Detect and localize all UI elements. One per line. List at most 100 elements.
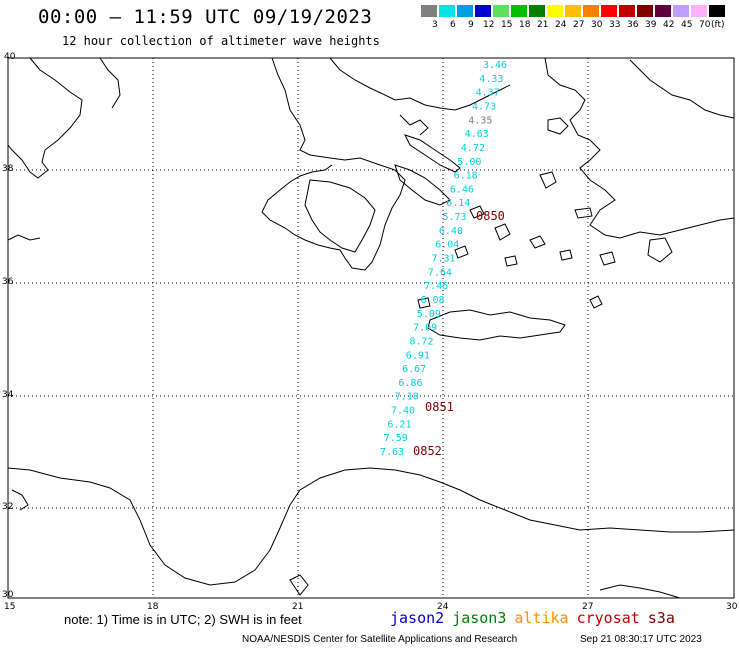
legend-swatch xyxy=(438,4,456,18)
legend-label: 3 xyxy=(432,20,438,30)
sat-altika: altika xyxy=(514,609,569,627)
coast-north-aegean xyxy=(329,57,511,111)
track-value: 6.04 xyxy=(435,240,459,251)
legend-swatch xyxy=(474,4,492,18)
sat-s3a: s3a xyxy=(647,609,675,627)
island-cyclades-6 xyxy=(559,249,573,261)
lat-label-40: 40 xyxy=(4,52,16,62)
legend-label: 39 xyxy=(645,20,657,30)
legend-labels: 3 6 9 12 15 18 21 24 27 30 33 36 39 42 45 70 (ft) xyxy=(420,18,726,32)
legend-swatches xyxy=(420,4,726,18)
legend-swatch xyxy=(618,4,636,18)
coast-north-africa xyxy=(7,467,735,586)
track-value: 4.37 xyxy=(476,88,500,99)
track-value: 7.63 xyxy=(380,447,404,458)
lon-label-30: 30 xyxy=(726,602,738,612)
track-value: 5.73 xyxy=(443,212,467,223)
coast-tunisia xyxy=(11,489,29,511)
sat-jason2: jason2 xyxy=(390,609,445,627)
legend-label: 30 xyxy=(591,20,603,30)
coast-attica xyxy=(394,164,451,206)
legend-swatch xyxy=(600,4,618,18)
track-value: 7.18 xyxy=(395,392,419,403)
legend-swatch xyxy=(672,4,690,18)
track-value: 6.14 xyxy=(446,198,470,209)
lon-label-21: 21 xyxy=(292,602,304,612)
track-value: 6.67 xyxy=(402,364,426,375)
lat-label-34: 34 xyxy=(2,390,14,400)
track-value: 4.72 xyxy=(461,143,485,154)
legend-label: (ft) xyxy=(711,20,725,30)
island-rhodes xyxy=(647,237,673,263)
track-value: 4.33 xyxy=(479,74,503,85)
legend-swatch xyxy=(420,4,438,18)
page-title: 00:00 – 11:59 UTC 09/19/2023 xyxy=(38,6,373,28)
island-dodecanese xyxy=(599,251,616,266)
lat-label-38: 38 xyxy=(2,164,14,174)
island-cyclades-3 xyxy=(454,245,469,259)
legend-swatch xyxy=(690,4,708,18)
track-value: 6.91 xyxy=(406,350,430,361)
island-samos xyxy=(574,207,593,219)
legend-label: 45 xyxy=(681,20,693,30)
legend-label: 70 xyxy=(699,20,711,30)
track-value: 5.00 xyxy=(457,157,481,168)
satellite-legend: jason2 jason3 altika cryosat s3a xyxy=(390,609,683,627)
legend-swatch xyxy=(564,4,582,18)
legend-swatch xyxy=(546,4,564,18)
lon-label-24: 24 xyxy=(437,602,449,612)
island-cyclades-2 xyxy=(494,223,511,241)
track-value: 8.72 xyxy=(409,336,433,347)
coast-turkey-north xyxy=(629,59,735,119)
legend-label: 27 xyxy=(573,20,585,30)
lon-label-27: 27 xyxy=(582,602,594,612)
coast-cyprus xyxy=(599,584,681,599)
track-value: 7.09 xyxy=(413,323,437,334)
track-value: 7.31 xyxy=(432,254,456,265)
color-legend: 3 6 9 12 15 18 21 24 27 30 33 36 39 42 45 70 (ft) xyxy=(420,4,726,32)
coastlines xyxy=(7,57,735,599)
lon-label-18: 18 xyxy=(147,602,159,612)
legend-label: 21 xyxy=(537,20,549,30)
track-value: 6.08 xyxy=(421,295,445,306)
track-value: 5.09 xyxy=(417,309,441,320)
legend-label: 6 xyxy=(450,20,456,30)
lon-label-15: 15 xyxy=(4,602,16,612)
sat-cryosat: cryosat xyxy=(576,609,640,627)
sat-jason3: jason3 xyxy=(452,609,507,627)
coast-euboea xyxy=(404,134,461,173)
island-gavdos xyxy=(289,574,309,596)
track-time: 0850 xyxy=(476,209,505,223)
track-value: 7.59 xyxy=(384,433,408,444)
legend-label: 24 xyxy=(555,20,567,30)
coast-chalkidiki xyxy=(399,114,429,136)
legend-swatch xyxy=(582,4,600,18)
track-value: 7.64 xyxy=(428,267,452,278)
legend-swatch xyxy=(528,4,546,18)
lat-label-36: 36 xyxy=(2,277,14,287)
track-time: 0851 xyxy=(425,400,454,414)
island-chios xyxy=(539,171,557,189)
coast-turkey xyxy=(544,57,735,239)
footer-credit: NOAA/NESDIS Center for Satellite Applica… xyxy=(242,634,518,645)
legend-swatch xyxy=(510,4,528,18)
track-value: 6.40 xyxy=(439,226,463,237)
coast-calabria xyxy=(7,57,83,179)
map-frame xyxy=(7,57,735,599)
island-cyclades-4 xyxy=(504,255,518,267)
footer-note: note: 1) Time is in UTC; 2) SWH is in fe… xyxy=(64,612,302,627)
track-value: 7.40 xyxy=(391,406,415,417)
legend-swatch xyxy=(636,4,654,18)
lat-label-32: 32 xyxy=(2,502,14,512)
island-cyclades-1 xyxy=(469,205,485,219)
legend-label: 12 xyxy=(483,20,495,30)
island-crete xyxy=(427,309,566,341)
track-value: 6.18 xyxy=(454,171,478,182)
track-value: 4.73 xyxy=(472,102,496,113)
island-kythira xyxy=(417,297,431,309)
legend-swatch xyxy=(708,4,726,18)
legend-label: 42 xyxy=(663,20,675,30)
track-value: 4.63 xyxy=(465,129,489,140)
lat-label-30: 30 xyxy=(2,590,14,600)
